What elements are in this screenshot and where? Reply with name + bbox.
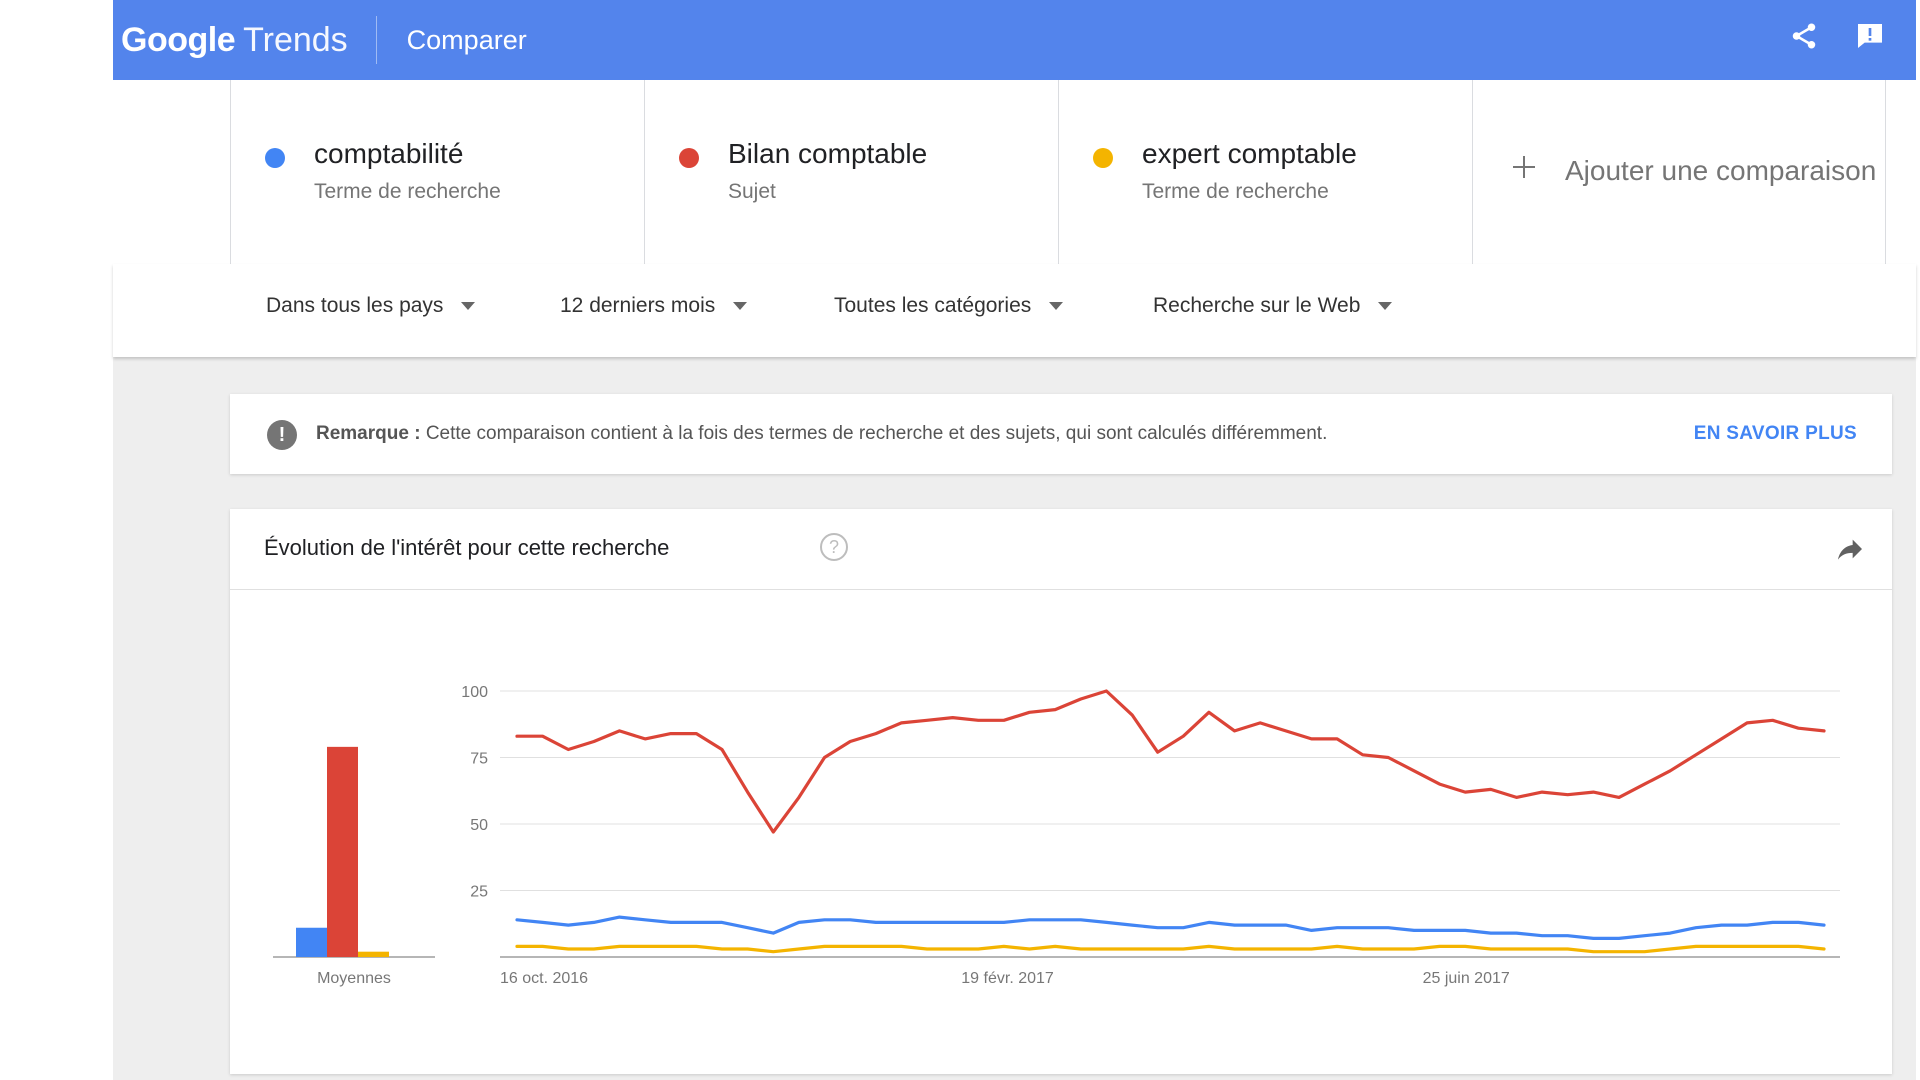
filter-label: 12 derniers mois	[560, 294, 716, 317]
term-card-3[interactable]: expert comptable Terme de recherche	[1058, 80, 1472, 264]
filter-search-type[interactable]: Recherche sur le Web	[1153, 294, 1393, 318]
exclamation-icon: !	[267, 420, 297, 450]
share-icon	[1792, 23, 1816, 49]
series-line[interactable]	[515, 944, 1826, 954]
x-tick-label: 19 févr. 2017	[961, 970, 1054, 987]
average-bar[interactable]	[327, 746, 358, 957]
plus-icon	[1513, 156, 1535, 178]
y-tick-label: 75	[470, 751, 488, 768]
filter-bar: Dans tous les pays 12 derniers mois Tout…	[113, 264, 1916, 357]
interest-chart: Moyennes 25 50 75 100 16 oct. 2016 19 févr. 20…	[273, 684, 1840, 987]
share-arrow-icon	[1838, 539, 1862, 560]
logo-google: Google	[121, 20, 236, 59]
term-color-dot	[679, 148, 699, 168]
share-arrow-button[interactable]	[1834, 533, 1866, 565]
feedback-icon	[1858, 24, 1882, 48]
filter-label: Toutes les catégories	[834, 294, 1032, 317]
notice-message: Cette comparaison contient à la fois des…	[425, 423, 1328, 444]
top-bar: Google Trends Comparer	[113, 0, 1916, 80]
add-comparison-label: Ajouter une comparaison	[1565, 155, 1877, 186]
chart-title: Évolution de l'intérêt pour cette recher…	[264, 535, 670, 560]
learn-more-link[interactable]: EN SAVOIR PLUS	[1693, 423, 1857, 444]
filter-region[interactable]: Dans tous les pays	[266, 294, 476, 318]
y-tick-label: 25	[470, 884, 488, 901]
average-bar[interactable]	[358, 951, 389, 957]
term-type: Terme de recherche	[1142, 180, 1329, 203]
y-tick-label: 100	[461, 684, 488, 701]
logo-trends: Trends	[243, 20, 348, 59]
series-line[interactable]	[515, 915, 1826, 940]
average-bar[interactable]	[296, 927, 327, 957]
y-tick-label: 50	[470, 817, 488, 834]
term-name: Bilan comptable	[728, 138, 928, 169]
term-type: Sujet	[728, 180, 776, 203]
filter-label: Dans tous les pays	[266, 294, 444, 317]
chart-header: Évolution de l'intérêt pour cette recher…	[230, 509, 1892, 590]
google-trends-logo[interactable]: Google Trends	[113, 21, 348, 60]
notice-text: Remarque : Cette comparaison contient à …	[316, 423, 1327, 445]
notice-card: ! Remarque : Cette comparaison contient …	[230, 394, 1892, 474]
caret-down-icon	[461, 302, 476, 310]
term-color-dot	[265, 148, 285, 168]
caret-down-icon	[1378, 302, 1393, 310]
caret-down-icon	[733, 302, 748, 310]
page-title: Comparer	[406, 24, 527, 55]
notice-label: Remarque :	[316, 423, 421, 444]
trends-app: Google Trends Comparer	[113, 0, 1916, 1080]
caret-down-icon	[1049, 302, 1064, 310]
header-divider	[375, 16, 377, 64]
help-icon[interactable]: ?	[820, 533, 848, 561]
series-line[interactable]	[515, 689, 1826, 834]
share-button[interactable]	[1784, 16, 1824, 56]
term-name: expert comptable	[1142, 138, 1357, 169]
header-actions	[1784, 16, 1890, 56]
feedback-button[interactable]	[1850, 16, 1890, 56]
interest-over-time-card: Évolution de l'intérêt pour cette recher…	[230, 509, 1892, 1074]
term-name: comptabilité	[314, 138, 464, 169]
filter-label: Recherche sur le Web	[1153, 294, 1361, 317]
term-card-2[interactable]: Bilan comptable Sujet	[644, 80, 1058, 264]
x-tick-label: 16 oct. 2016	[500, 970, 588, 987]
x-tick-label: 25 juin 2017	[1423, 970, 1510, 987]
term-color-dot	[1093, 148, 1113, 168]
filter-time-range[interactable]: 12 derniers mois	[560, 294, 748, 318]
filter-category[interactable]: Toutes les catégories	[834, 294, 1064, 318]
term-card-1[interactable]: comptabilité Terme de recherche	[230, 80, 644, 264]
averages-label: Moyennes	[317, 970, 391, 987]
add-comparison-button[interactable]: Ajouter une comparaison	[1472, 80, 1886, 264]
comparison-terms: comptabilité Terme de recherche Bilan co…	[113, 80, 1916, 265]
term-type: Terme de recherche	[314, 180, 501, 203]
